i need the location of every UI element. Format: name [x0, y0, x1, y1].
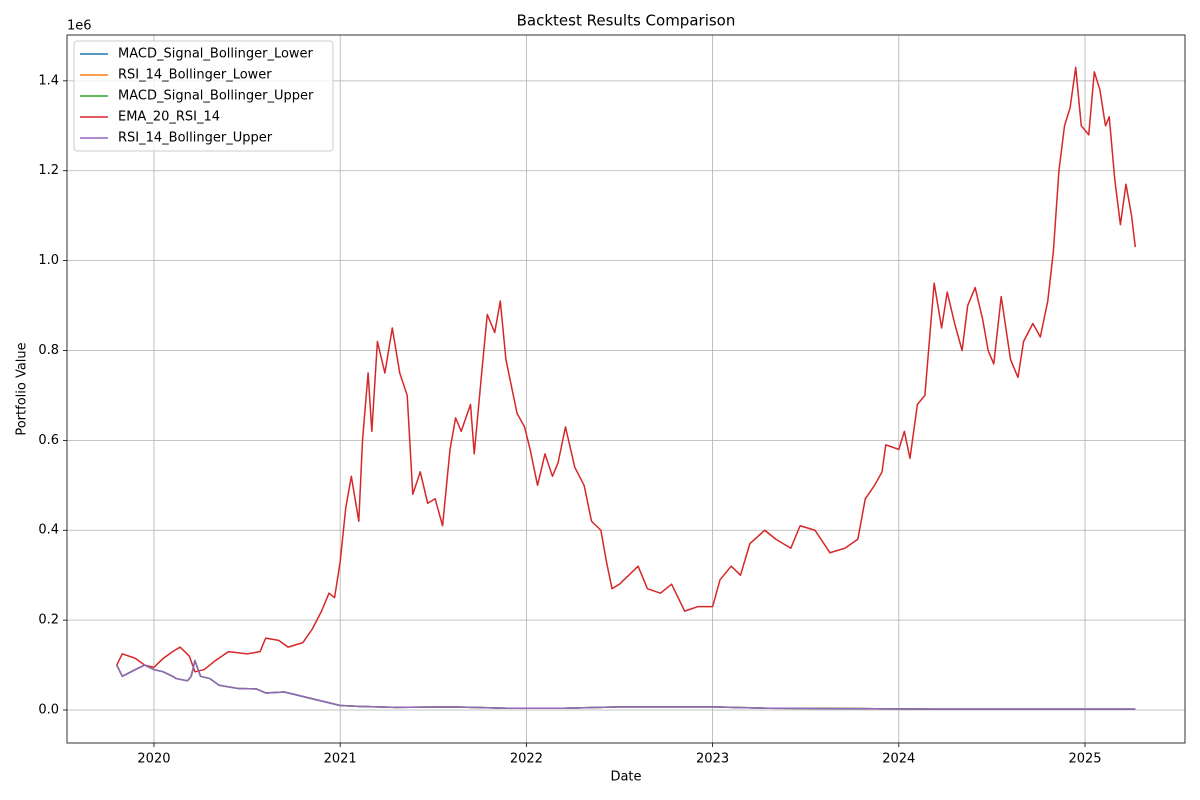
- y-tick-label: 0.8: [38, 343, 59, 358]
- series-line: [116, 66, 1137, 673]
- y-tick-label: 0.4: [38, 523, 59, 538]
- x-tick-label: 2024: [882, 752, 915, 767]
- x-tick-label: 2020: [137, 752, 170, 767]
- legend-label: MACD_Signal_Bollinger_Upper: [118, 89, 314, 104]
- legend-label: MACD_Signal_Bollinger_Lower: [118, 47, 314, 62]
- plot-frame: [66, 34, 1186, 744]
- x-tick-label: 2025: [1068, 752, 1101, 767]
- legend: MACD_Signal_Bollinger_Lower RSI_14_Bollin…: [73, 40, 334, 152]
- y-tick-label: 1.4: [38, 73, 59, 88]
- series-line: [116, 659, 1136, 710]
- x-axis-label: Date: [610, 770, 641, 785]
- y-tick-label: 1.2: [38, 163, 59, 178]
- x-tick-label: 2023: [696, 752, 729, 767]
- legend-label: RSI_14_Bollinger_Upper: [118, 131, 273, 146]
- y-tick-label: 0.6: [38, 433, 59, 448]
- legend-label: EMA_20_RSI_14: [118, 110, 220, 125]
- grid: [67, 35, 1185, 743]
- legend-label: RSI_14_Bollinger_Lower: [118, 68, 272, 83]
- x-tick-label: 2021: [324, 752, 357, 767]
- y-tick-label: 0.2: [38, 613, 59, 628]
- y-offset-label: 1e6: [67, 19, 92, 34]
- y-tick-label: 1.0: [38, 253, 59, 268]
- legend-box: [73, 40, 334, 152]
- x-tick-label: 2022: [510, 752, 543, 767]
- y-tick-label: 0.0: [38, 703, 59, 718]
- y-axis-label: Portfolio Value: [15, 342, 30, 435]
- chart-title: Backtest Results Comparison: [517, 12, 736, 30]
